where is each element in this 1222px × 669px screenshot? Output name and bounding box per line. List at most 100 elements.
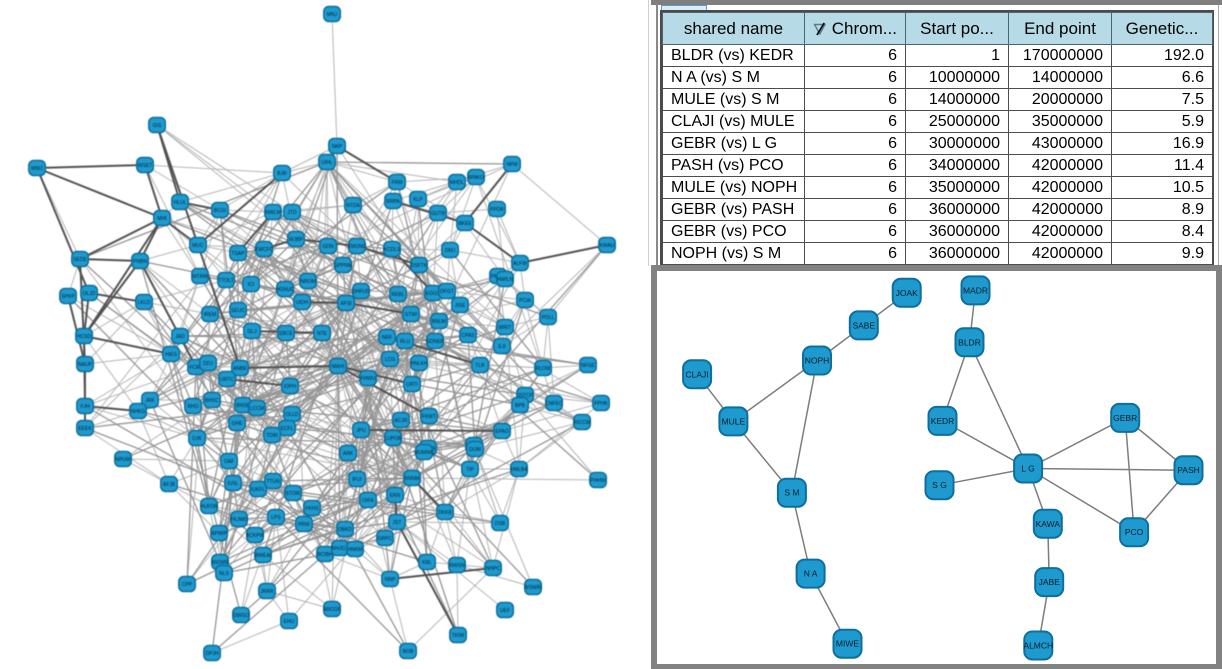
svg-text:JAD: JAD — [175, 334, 185, 340]
svg-text:IREM: IREM — [204, 312, 217, 318]
svg-text:NHPC: NHPC — [486, 566, 501, 572]
svg-text:ARCGF: ARCGF — [323, 607, 341, 613]
svg-text:FKJWD: FKJWD — [230, 517, 248, 523]
svg-text:RRPA: RRPA — [386, 199, 400, 205]
svg-text:BPB: BPB — [515, 403, 526, 409]
svg-text:APMIP: APMIP — [211, 531, 227, 537]
svg-text:GDN: GDN — [322, 244, 334, 250]
svg-text:DHFUD: DHFUD — [352, 289, 370, 295]
svg-text:NAUP: NAUP — [78, 362, 93, 368]
svg-text:URTI: URTI — [406, 382, 418, 388]
svg-text:ACJR: ACJR — [394, 418, 407, 424]
svg-text:REBL: REBL — [391, 292, 404, 298]
svg-text:HMLBA: HMLBA — [510, 467, 528, 473]
svg-text:CLAJI: CLAJI — [686, 369, 709, 379]
svg-text:NOPH: NOPH — [805, 356, 830, 366]
svg-text:POLL: POLL — [542, 315, 555, 321]
svg-text:JISE: JISE — [455, 303, 466, 309]
svg-text:NFGE: NFGE — [581, 363, 596, 369]
svg-text:S M: S M — [784, 488, 799, 498]
svg-text:MADR: MADR — [963, 285, 988, 295]
svg-text:CPAS: CPAS — [461, 333, 475, 339]
svg-text:FRM: FRM — [392, 180, 403, 186]
svg-text:NPUW: NPUW — [115, 457, 131, 463]
svg-text:EEEK: EEEK — [78, 426, 92, 432]
svg-text:FCRF: FCRF — [189, 365, 202, 371]
svg-text:PASH: PASH — [1177, 465, 1200, 475]
svg-text:DSB: DSB — [495, 521, 506, 527]
svg-text:BJR: BJR — [277, 171, 287, 177]
svg-text:NNP: NNP — [385, 577, 396, 583]
svg-text:BLDR: BLDR — [958, 337, 981, 347]
svg-text:DKKB: DKKB — [438, 510, 452, 516]
svg-text:KBL: KBL — [422, 560, 432, 566]
svg-text:UIHL: UIHL — [321, 160, 333, 166]
svg-text:JTD: JTD — [287, 210, 297, 216]
svg-text:KWAU: KWAU — [600, 243, 615, 249]
svg-text:HIES: HIES — [165, 352, 177, 358]
svg-text:NLS: NLS — [219, 571, 229, 577]
svg-text:ALMCH: ALMCH — [1023, 641, 1053, 651]
svg-text:RHO: RHO — [187, 404, 198, 410]
svg-text:STWI: STWI — [405, 312, 418, 318]
svg-text:KLP: KLP — [413, 197, 423, 203]
svg-text:JABE: JABE — [1039, 577, 1061, 587]
svg-text:HNLKH: HNLKH — [411, 361, 428, 367]
svg-text:ICI: ICI — [248, 282, 254, 288]
svg-text:RLOW: RLOW — [536, 366, 551, 372]
svg-text:MHI: MHI — [157, 216, 166, 222]
svg-text:MIWE: MIWE — [836, 639, 859, 649]
svg-text:FJH: FJH — [80, 404, 90, 410]
svg-text:MAHI: MAHI — [332, 364, 345, 370]
svg-text:IUSL: IUSL — [227, 481, 238, 487]
svg-text:BCKPW: BCKPW — [246, 533, 265, 539]
svg-text:WSWRI: WSWRI — [524, 585, 542, 591]
svg-text:BNSE: BNSE — [236, 403, 250, 409]
svg-text:LPS: LPS — [271, 515, 281, 521]
svg-text:S G: S G — [932, 480, 947, 490]
svg-text:BWEAI: BWEAI — [255, 553, 271, 559]
svg-text:EGGS: EGGS — [426, 291, 441, 297]
svg-text:NROM: NROM — [300, 279, 315, 285]
svg-text:LCCM: LCCM — [250, 406, 264, 412]
svg-text:GPPNM: GPPNM — [334, 263, 352, 269]
svg-text:L G: L G — [1021, 464, 1034, 474]
svg-text:AFJB: AFJB — [163, 482, 176, 488]
svg-text:LKLD: LKLD — [138, 300, 151, 306]
svg-text:GDNEP: GDNEP — [426, 339, 444, 345]
svg-text:EHIJ: EHIJ — [284, 619, 295, 625]
svg-text:RICCW: RICCW — [574, 420, 591, 426]
svg-text:IUKFL: IUKFL — [251, 487, 265, 493]
svg-text:FKWT: FKWT — [422, 414, 436, 420]
svg-text:ALFW: ALFW — [513, 261, 527, 267]
svg-text:UIDH: UIDH — [296, 300, 309, 306]
svg-text:KWCFC: KWCFC — [255, 247, 274, 253]
svg-text:CNFEC: CNFEC — [545, 401, 563, 407]
svg-text:TIP: TIP — [466, 467, 474, 473]
svg-text:GEBR: GEBR — [1113, 413, 1137, 423]
svg-text:BOB: BOB — [403, 649, 414, 655]
svg-text:JST: JST — [393, 520, 402, 526]
svg-text:EMOND: EMOND — [348, 244, 367, 250]
svg-text:MNJ: MNJ — [327, 12, 338, 18]
svg-text:PNBN: PNBN — [133, 259, 147, 265]
svg-text:ARK: ARK — [343, 451, 354, 457]
svg-text:GRPC: GRPC — [378, 536, 393, 542]
svg-text:BNNM: BNNM — [405, 476, 420, 482]
svg-text:WNKO: WNKO — [468, 175, 484, 181]
svg-text:TKIW: TKIW — [452, 633, 465, 639]
svg-text:MHDL: MHDL — [450, 180, 464, 186]
svg-text:BKEE: BKEE — [458, 221, 472, 227]
svg-text:NWLM: NWLM — [265, 210, 280, 216]
svg-text:BCIBH: BCIBH — [317, 552, 333, 558]
svg-text:SEDE: SEDE — [73, 257, 87, 263]
svg-text:OAF: OAF — [224, 459, 234, 465]
svg-text:EBCE: EBCE — [279, 331, 293, 337]
svg-text:ERN: ERN — [390, 493, 401, 499]
svg-text:UEF: UEF — [500, 608, 510, 614]
svg-text:TTUN: TTUN — [266, 479, 280, 485]
svg-text:NTDA: NTDA — [346, 203, 360, 209]
svg-text:GHE: GHE — [232, 421, 244, 427]
svg-text:FHWU: FHWU — [361, 376, 376, 382]
svg-text:HCSD: HCSD — [77, 334, 92, 340]
